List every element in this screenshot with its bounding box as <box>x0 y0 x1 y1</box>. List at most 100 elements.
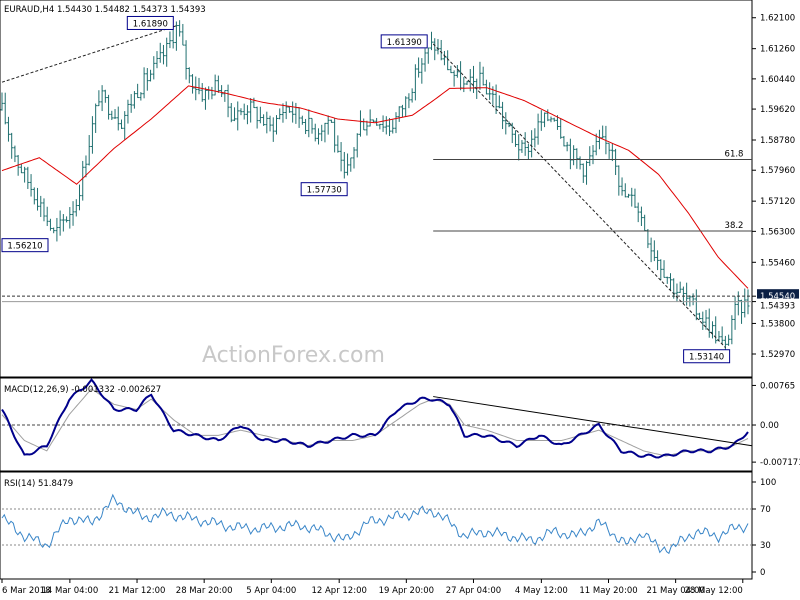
ohlc-bar <box>297 107 301 128</box>
price-axis-label: 1.55460 <box>760 258 795 268</box>
label-1-57730-box <box>300 182 348 197</box>
ohlc-bar <box>568 138 572 170</box>
ohlc-bar <box>388 117 392 137</box>
ohlc-bar <box>371 119 375 123</box>
ohlc-bar <box>423 48 427 72</box>
ohlc-bar <box>536 113 540 145</box>
ohlc-bar <box>191 74 195 94</box>
rsi-panel-title: RSI(14) 51.8479 <box>4 479 73 489</box>
ohlc-bar <box>727 334 731 346</box>
ohlc-bar <box>662 260 666 278</box>
ohlc-bar <box>530 130 534 158</box>
ohlc-bar <box>294 102 298 124</box>
ohlc-bar <box>203 87 207 110</box>
ohlc-bar <box>723 335 727 352</box>
ohlc-bar <box>307 109 311 138</box>
ohlc-bar <box>339 142 343 172</box>
ohlc-bar <box>426 47 430 64</box>
ohlc-bar <box>145 68 149 91</box>
trendline-falling <box>432 43 726 349</box>
ohlc-bar <box>539 110 543 131</box>
ohlc-bar <box>281 103 285 123</box>
ohlc-bar <box>139 92 143 101</box>
ohlc-bar <box>707 308 711 338</box>
ohlc-bar <box>555 115 559 130</box>
ohlc-bar <box>365 120 369 136</box>
ohlc-bar <box>633 188 637 208</box>
ohlc-bar <box>413 64 417 101</box>
ohlc-bar <box>26 166 30 189</box>
ohlc-bar <box>116 106 120 131</box>
ohlc-bar <box>333 117 337 153</box>
ohlc-bar <box>659 259 663 281</box>
ohlc-bar <box>258 106 262 124</box>
ohlc-bar <box>84 155 88 178</box>
ohlc-bar <box>110 110 114 121</box>
label-1-61390-box <box>380 34 428 49</box>
price-axis-label: 1.59620 <box>760 105 795 115</box>
label-1-61890: 1.61890 <box>126 15 174 30</box>
ohlc-bar <box>446 50 450 71</box>
ohlc-bar <box>149 69 153 82</box>
moving-average-line <box>1 85 749 289</box>
ohlc-bar <box>488 82 492 100</box>
ohlc-bar <box>61 214 65 232</box>
ohlc-bar <box>400 104 404 118</box>
macd-panel-frame <box>0 377 753 472</box>
label-1-56210-text: 1.56210 <box>7 242 42 252</box>
ohlc-bar <box>197 77 201 95</box>
ohlc-bar <box>694 289 698 321</box>
ohlc-bar <box>213 74 217 96</box>
ohlc-bar <box>559 118 563 139</box>
ohlc-bar <box>71 201 75 226</box>
ohlc-bar <box>187 67 191 84</box>
time-axis-label: 28 Mar 20:00 <box>176 586 233 596</box>
ohlc-bar <box>678 281 682 293</box>
label-1-61390: 1.61390 <box>380 34 428 49</box>
price-layer: 61.8 38.2 1.61890 1.61390 1.57730 1.56210 1.53… <box>0 14 799 364</box>
ohlc-bar <box>168 31 172 49</box>
ohlc-bar <box>161 44 165 65</box>
ohlc-bar <box>681 286 685 304</box>
macd-axis-label: -0.007171 <box>760 458 800 468</box>
ohlc-bar <box>649 237 653 263</box>
ohlc-bar <box>743 288 747 318</box>
time-axis-label: 19 Apr 20:00 <box>379 586 434 596</box>
ohlc-bar <box>342 151 346 179</box>
ohlc-bar <box>226 84 230 118</box>
ohlc-bar <box>304 118 308 135</box>
ohlc-bar <box>730 315 734 345</box>
ohlc-bar <box>245 105 249 125</box>
ohlc-bar <box>171 29 175 49</box>
ohlc-bar <box>142 67 146 99</box>
ohlc-bar <box>45 206 49 227</box>
ohlc-bar <box>23 166 27 183</box>
price-axis-label: 1.58780 <box>760 136 795 146</box>
ohlc-bar <box>229 102 233 123</box>
ohlc-bar <box>672 278 676 299</box>
ohlc-bar <box>81 160 85 201</box>
ohlc-bar <box>132 91 136 109</box>
label-1-57730-text: 1.57730 <box>307 186 342 196</box>
macd-line <box>1 378 749 459</box>
ohlc-bar <box>78 184 82 211</box>
ohlc-bar <box>698 312 702 320</box>
ohlc-bar <box>588 146 592 167</box>
ohlc-bar <box>601 125 605 139</box>
ohlc-bar <box>29 174 33 197</box>
trendline-rising <box>1 24 178 83</box>
price-axis-label: 1.57960 <box>760 166 795 176</box>
time-axis-label: 27 Apr 04:00 <box>446 586 501 596</box>
ohlc-bar <box>552 117 556 122</box>
ohlc-bar <box>607 142 611 159</box>
ohlc-bar <box>326 115 330 135</box>
ohlc-bar <box>323 122 327 143</box>
ohlc-bar <box>329 119 333 123</box>
ohlc-bar <box>310 117 314 134</box>
macd-axis-label: 0.00 <box>760 421 779 431</box>
ohlc-bar <box>32 187 36 205</box>
ohlc-bar <box>97 90 101 107</box>
price-axis-label: 1.62100 <box>760 14 795 24</box>
